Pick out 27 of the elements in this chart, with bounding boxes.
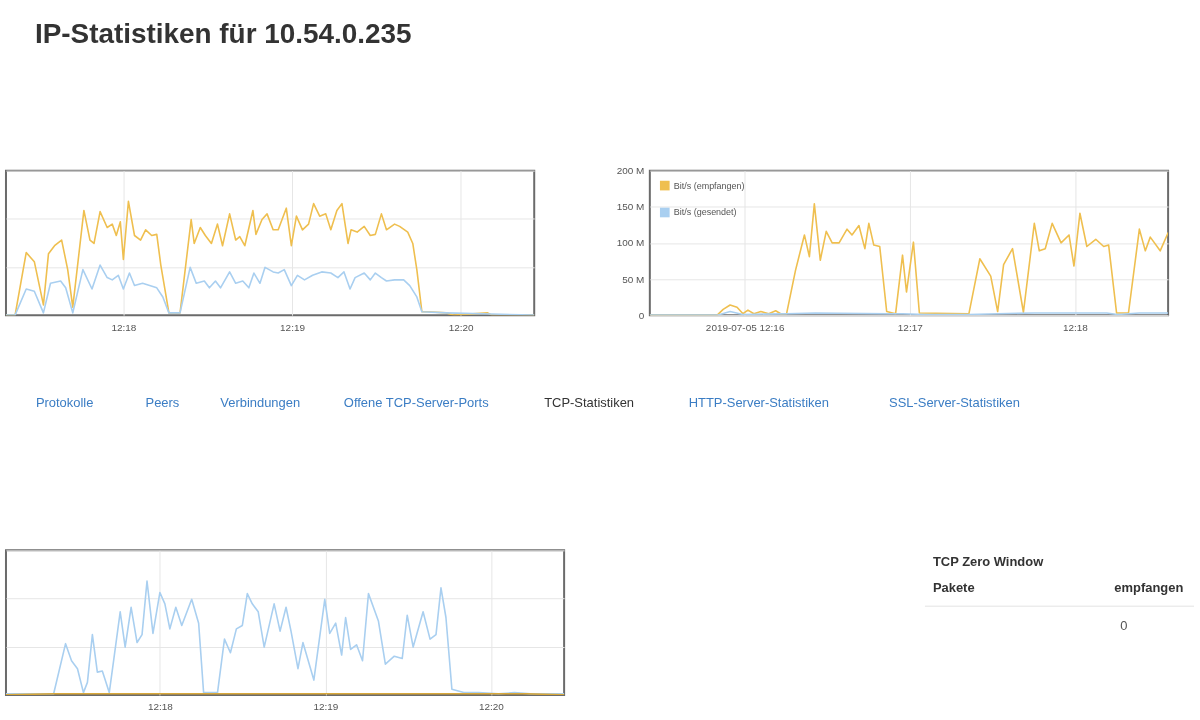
x-tick-label: 12:19 <box>313 701 339 713</box>
y-tick-label: 100 M <box>616 237 645 249</box>
text: 0 <box>1120 618 1128 634</box>
text: Verbindungen <box>220 394 301 410</box>
y-tick-label: 0 <box>638 309 645 321</box>
text: TCP Zero Window Pakete <box>932 554 1045 596</box>
x-tick-label: 12:18 <box>111 321 137 333</box>
legend-label: Bit/s (empfangen) <box>673 180 745 191</box>
x-tick-label: 12:20 <box>448 321 475 333</box>
y-tick-label: 50 M <box>622 273 645 285</box>
x-tick-label: 12:17 <box>897 321 924 333</box>
y-tick-label: 150 M <box>616 201 645 213</box>
text: empfangen <box>1114 580 1184 596</box>
x-tick-label: 2019-07-05 12:16 <box>705 321 785 333</box>
legend-label: Bit/s (gesendet) <box>673 207 737 218</box>
x-tick-label: 12:18 <box>1062 321 1089 333</box>
text: Peers <box>145 394 180 410</box>
chart-title: IP-Statistiken für 10.54.0.235 <box>34 18 412 50</box>
text: Protokolle <box>35 394 94 410</box>
x-tick-label: 12:19 <box>280 321 306 333</box>
y-tick-label: 200 M <box>616 165 645 177</box>
text: HTTP-Server-Statistiken <box>688 394 829 410</box>
x-tick-label: 12:18 <box>147 701 174 713</box>
x-tick-label: 12:20 <box>478 701 505 713</box>
text: TCP-Statistiken <box>544 394 635 410</box>
text: Offene TCP-Server-Ports <box>343 394 489 410</box>
text: SSL-Server-Statistiken <box>889 394 1020 410</box>
